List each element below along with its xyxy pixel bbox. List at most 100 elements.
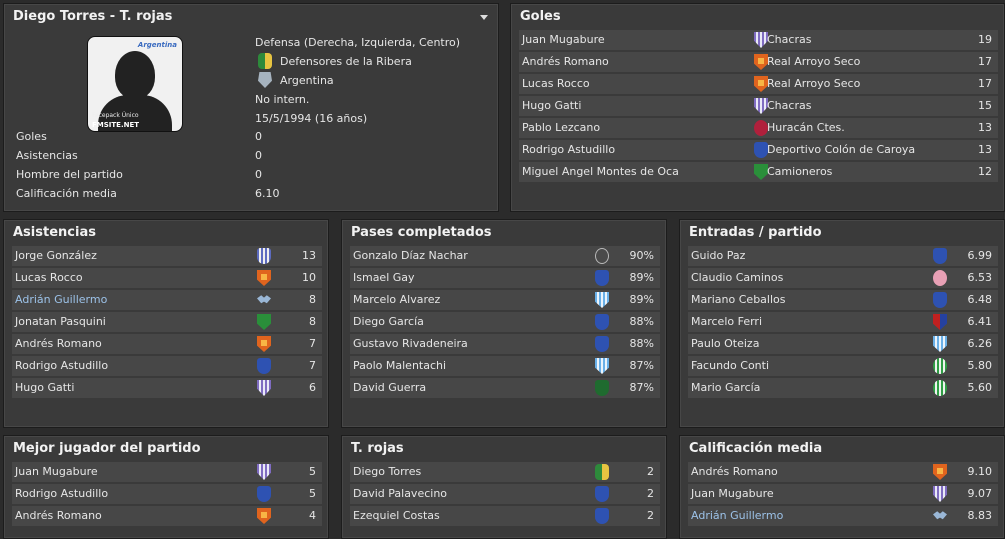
club-name[interactable]: Real Arroyo Seco (767, 55, 861, 68)
club-name[interactable]: Camioneros (767, 165, 833, 178)
table-row[interactable]: Ezequiel Costas 2 (350, 506, 660, 526)
table-row[interactable]: Rodrigo Astudillo Deportivo Colón de Caro… (519, 140, 998, 160)
goles-panel-title: Goles (520, 9, 561, 24)
table-row[interactable]: Jonatan Pasquini 8 (12, 312, 322, 332)
goal-count: 19 (978, 33, 992, 46)
player-name[interactable]: Hugo Gatti (522, 99, 582, 112)
club-crest-icon (257, 314, 271, 330)
club-crest-icon (257, 270, 271, 286)
stat-value: 4 (309, 509, 316, 522)
table-row[interactable]: Andrés Romano 7 (12, 334, 322, 354)
player-name[interactable]: David Guerra (353, 381, 427, 394)
table-row[interactable]: Adrián Guillermo 8 (12, 290, 322, 310)
player-panel-header[interactable]: Diego Torres - T. rojas (4, 4, 498, 30)
player-name[interactable]: Facundo Conti (691, 359, 770, 372)
player-name[interactable]: Rodrigo Astudillo (15, 359, 109, 372)
table-row[interactable]: Andrés Romano 9.10 (688, 462, 998, 482)
player-name[interactable]: Marcelo Alvarez (353, 293, 441, 306)
player-name[interactable]: Paulo Oteiza (691, 337, 760, 350)
nation-crest-icon (258, 72, 272, 88)
club-crest-icon (257, 464, 271, 480)
player-name[interactable]: Marcelo Ferri (691, 315, 763, 328)
player-name[interactable]: Ismael Gay (353, 271, 415, 284)
table-row[interactable]: Juan Mugabure Chacras 19 (519, 30, 998, 50)
club-crest-icon (257, 295, 271, 304)
club-name[interactable]: Deportivo Colón de Caroya (767, 143, 916, 156)
pases-panel-title: Pases completados (351, 225, 492, 240)
club-name[interactable]: Real Arroyo Seco (767, 77, 861, 90)
player-name[interactable]: Lucas Rocco (15, 271, 83, 284)
player-name[interactable]: Claudio Caminos (691, 271, 784, 284)
table-row[interactable]: Diego García 88% (350, 312, 660, 332)
table-row[interactable]: Mariano Ceballos 6.48 (688, 290, 998, 310)
table-row[interactable]: David Guerra 87% (350, 378, 660, 398)
player-name[interactable]: Paolo Malentachi (353, 359, 447, 372)
stat-value: 6.26 (967, 337, 993, 350)
player-name[interactable]: Adrián Guillermo (691, 509, 784, 522)
table-row[interactable]: Hugo Gatti Chacras 15 (519, 96, 998, 116)
player-name[interactable]: Guido Paz (691, 249, 746, 262)
table-row[interactable]: Adrián Guillermo 8.83 (688, 506, 998, 526)
player-name[interactable]: Juan Mugabure (691, 487, 774, 500)
table-row[interactable]: Andrés Romano Real Arroyo Seco 17 (519, 52, 998, 72)
table-row[interactable]: Hugo Gatti 6 (12, 378, 322, 398)
table-row[interactable]: Paolo Malentachi 87% (350, 356, 660, 376)
player-name[interactable]: Andrés Romano (15, 337, 102, 350)
player-name[interactable]: Juan Mugabure (522, 33, 605, 46)
club-name[interactable]: Huracán Ctes. (767, 121, 845, 134)
player-name[interactable]: Lucas Rocco (522, 77, 590, 90)
table-row[interactable]: Paulo Oteiza 6.26 (688, 334, 998, 354)
player-name[interactable]: Andrés Romano (522, 55, 609, 68)
player-name[interactable]: Miguel Angel Montes de Oca (522, 165, 679, 178)
table-row[interactable]: Rodrigo Astudillo 5 (12, 484, 322, 504)
player-name[interactable]: David Palavecino (353, 487, 448, 500)
club-name[interactable]: Chacras (767, 33, 812, 46)
table-row[interactable]: Lucas Rocco Real Arroyo Seco 17 (519, 74, 998, 94)
player-club[interactable]: Defensores de la Ribera (280, 55, 412, 68)
table-row[interactable]: Lucas Rocco 10 (12, 268, 322, 288)
table-row[interactable]: Marcelo Ferri 6.41 (688, 312, 998, 332)
table-row[interactable]: Facundo Conti 5.80 (688, 356, 998, 376)
table-row[interactable]: Claudio Caminos 6.53 (688, 268, 998, 288)
player-name[interactable]: Jonatan Pasquini (15, 315, 106, 328)
player-name[interactable]: Hugo Gatti (15, 381, 75, 394)
club-name[interactable]: Chacras (767, 99, 812, 112)
player-name[interactable]: Mario García (691, 381, 761, 394)
player-name[interactable]: Diego Torres (353, 465, 422, 478)
player-name[interactable]: Jorge González (15, 249, 97, 262)
player-name[interactable]: Rodrigo Astudillo (522, 143, 616, 156)
player-name[interactable]: Andrés Romano (691, 465, 778, 478)
table-row[interactable]: Rodrigo Astudillo 7 (12, 356, 322, 376)
table-row[interactable]: Juan Mugabure 9.07 (688, 484, 998, 504)
player-name[interactable]: Pablo Lezcano (522, 121, 601, 134)
table-row[interactable]: Guido Paz 6.99 (688, 246, 998, 266)
stat-label: Asistencias (16, 149, 78, 162)
chevron-down-icon[interactable] (480, 15, 488, 20)
player-name[interactable]: Adrián Guillermo (15, 293, 108, 306)
player-name[interactable]: Juan Mugabure (15, 465, 98, 478)
table-row[interactable]: Gustavo Rivadeneira 88% (350, 334, 660, 354)
club-crest-icon (754, 142, 768, 158)
player-name[interactable]: Andrés Romano (15, 509, 102, 522)
player-nation[interactable]: Argentina (280, 74, 334, 87)
table-row[interactable]: Andrés Romano 4 (12, 506, 322, 526)
table-row[interactable]: Diego Torres 2 (350, 462, 660, 482)
table-row[interactable]: David Palavecino 2 (350, 484, 660, 504)
player-name[interactable]: Ezequiel Costas (353, 509, 440, 522)
player-name[interactable]: Rodrigo Astudillo (15, 487, 109, 500)
table-row[interactable]: Ismael Gay 89% (350, 268, 660, 288)
player-name[interactable]: Gonzalo Díaz Nachar (353, 249, 468, 262)
table-row[interactable]: Miguel Angel Montes de Oca Camioneros 12 (519, 162, 998, 182)
player-name[interactable]: Diego García (353, 315, 424, 328)
table-row[interactable]: Jorge González 13 (12, 246, 322, 266)
table-row[interactable]: Pablo Lezcano Huracán Ctes. 13 (519, 118, 998, 138)
table-row[interactable]: Marcelo Alvarez 89% (350, 290, 660, 310)
table-row[interactable]: Juan Mugabure 5 (12, 462, 322, 482)
table-row[interactable]: Gonzalo Díaz Nachar 90% (350, 246, 660, 266)
club-crest-icon (257, 358, 271, 374)
entradas-panel: Entradas / partido Guido Paz 6.99 Claudio … (679, 219, 1005, 428)
player-name[interactable]: Mariano Ceballos (691, 293, 786, 306)
stat-value: 8.83 (967, 509, 993, 522)
table-row[interactable]: Mario García 5.60 (688, 378, 998, 398)
player-name[interactable]: Gustavo Rivadeneira (353, 337, 468, 350)
